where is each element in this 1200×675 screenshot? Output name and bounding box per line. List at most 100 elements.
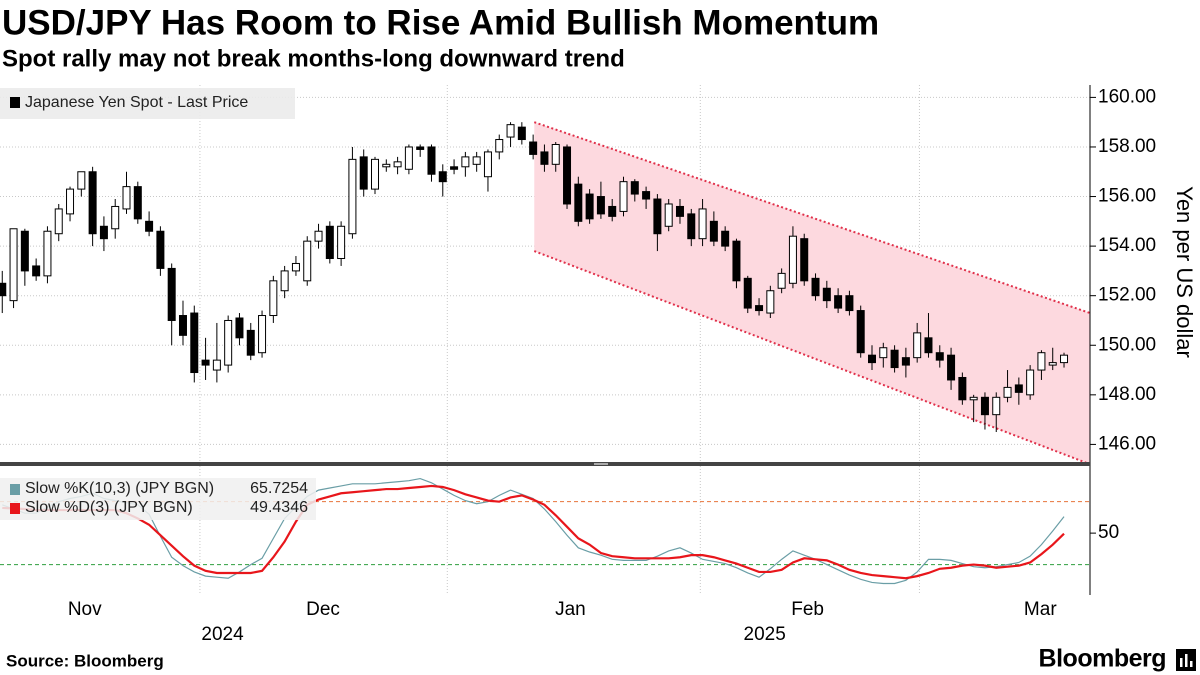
candle-body — [483, 151, 492, 178]
y-tick-label: 154.00 — [1098, 235, 1156, 256]
candle-body — [325, 225, 334, 260]
brand-logo: Bloomberg — [1039, 645, 1166, 673]
candle-body — [732, 240, 741, 282]
candle-body — [438, 171, 447, 183]
candle-body — [258, 315, 267, 354]
y-tick-label: 150.00 — [1098, 334, 1156, 355]
candle-body — [32, 265, 41, 277]
candle-body — [348, 158, 357, 235]
candle-body — [980, 396, 989, 416]
candle-body — [43, 230, 52, 277]
candle-body — [687, 213, 696, 240]
candle-body — [868, 354, 876, 364]
candle-body — [879, 347, 888, 359]
candle-body — [404, 146, 413, 170]
y-tick-label: 160.00 — [1098, 86, 1156, 107]
x-tick-label: Mar — [1024, 599, 1057, 620]
x-tick-label: Feb — [791, 599, 824, 620]
year-label: 2025 — [744, 624, 786, 645]
candle-body — [66, 188, 75, 215]
candle-body — [416, 146, 425, 150]
candle-body — [675, 205, 684, 217]
year-label: 2024 — [201, 624, 244, 645]
x-tick-label: Dec — [306, 599, 340, 620]
candle-body — [777, 272, 786, 289]
candle-body — [822, 287, 831, 302]
candle-body — [585, 193, 594, 220]
candle-body — [450, 166, 459, 170]
candle-body — [224, 319, 233, 366]
candle-body — [969, 396, 978, 401]
legend-box — [0, 88, 295, 119]
candle-body — [382, 163, 391, 168]
y-tick-label: 156.00 — [1098, 186, 1156, 207]
candle-body — [461, 156, 470, 168]
candle-body — [88, 171, 97, 235]
candle-body — [393, 161, 402, 168]
legend-label: Japanese Yen Spot - Last Price — [25, 94, 248, 111]
candle-body — [1026, 369, 1035, 396]
channel-line — [533, 250, 1090, 463]
candle-body — [743, 277, 752, 309]
candle-body — [913, 332, 922, 359]
candle-body — [1014, 384, 1023, 393]
candle-body — [630, 181, 639, 195]
candle-body — [551, 143, 560, 165]
candle-body — [788, 235, 797, 284]
candle-body — [111, 205, 120, 230]
candle-body — [709, 220, 718, 242]
candle-body — [506, 124, 515, 138]
candle-body — [811, 277, 820, 297]
candle-body — [0, 282, 7, 297]
candle-body — [800, 238, 809, 282]
candle-body — [337, 225, 346, 260]
candle-body — [563, 146, 572, 205]
candle-body — [99, 225, 108, 240]
candle-body — [1037, 352, 1046, 371]
y-tick-label: 152.00 — [1098, 285, 1156, 306]
candle-body — [314, 230, 323, 242]
candle-body — [619, 181, 628, 212]
candle-body — [167, 267, 176, 321]
legend-last-value: 49.4346 — [250, 499, 308, 516]
candle-body — [133, 186, 142, 220]
candle-body — [890, 349, 899, 369]
candle-body — [269, 280, 278, 317]
divider-grip — [594, 463, 608, 465]
brand-icon — [1176, 649, 1196, 671]
source: Source: Bloomberg — [6, 651, 164, 670]
candle-body — [54, 208, 63, 235]
candle-body — [574, 183, 583, 222]
y-tick-label: 148.00 — [1098, 384, 1156, 405]
chart-title: USD/JPY Has Room to Rise Amid Bullish Mo… — [2, 3, 879, 42]
candle-body — [721, 230, 730, 247]
candle-body — [280, 270, 289, 292]
legend-swatch — [10, 484, 20, 495]
y-axis-label: Yen per US dollar — [1172, 186, 1197, 358]
candle-body — [698, 208, 707, 240]
candle-body — [958, 376, 967, 401]
legend-swatch — [10, 503, 20, 514]
candle-body — [359, 156, 368, 190]
chart-subtitle: Spot rally may not break months-long dow… — [2, 45, 625, 72]
candle-body — [529, 141, 538, 155]
channel-line — [533, 121, 1090, 314]
x-tick-label: Jan — [555, 599, 586, 620]
candle-body — [190, 312, 199, 374]
candle-body — [303, 240, 312, 282]
candle-body — [246, 329, 255, 356]
candle-body — [1048, 362, 1057, 366]
legend-swatch — [10, 97, 20, 108]
candle-body — [608, 205, 617, 217]
candle-body — [992, 396, 1001, 416]
candle-body — [924, 337, 933, 354]
legend-label: Slow %K(10,3) (JPY BGN) — [25, 480, 214, 497]
legend-box — [0, 478, 316, 520]
panel-divider — [0, 462, 1090, 466]
candle-body — [755, 305, 764, 312]
legend-last-value: 65.7254 — [250, 480, 308, 497]
x-tick-label: Nov — [68, 599, 102, 620]
candle-body — [9, 228, 18, 302]
candle-body — [642, 191, 651, 200]
